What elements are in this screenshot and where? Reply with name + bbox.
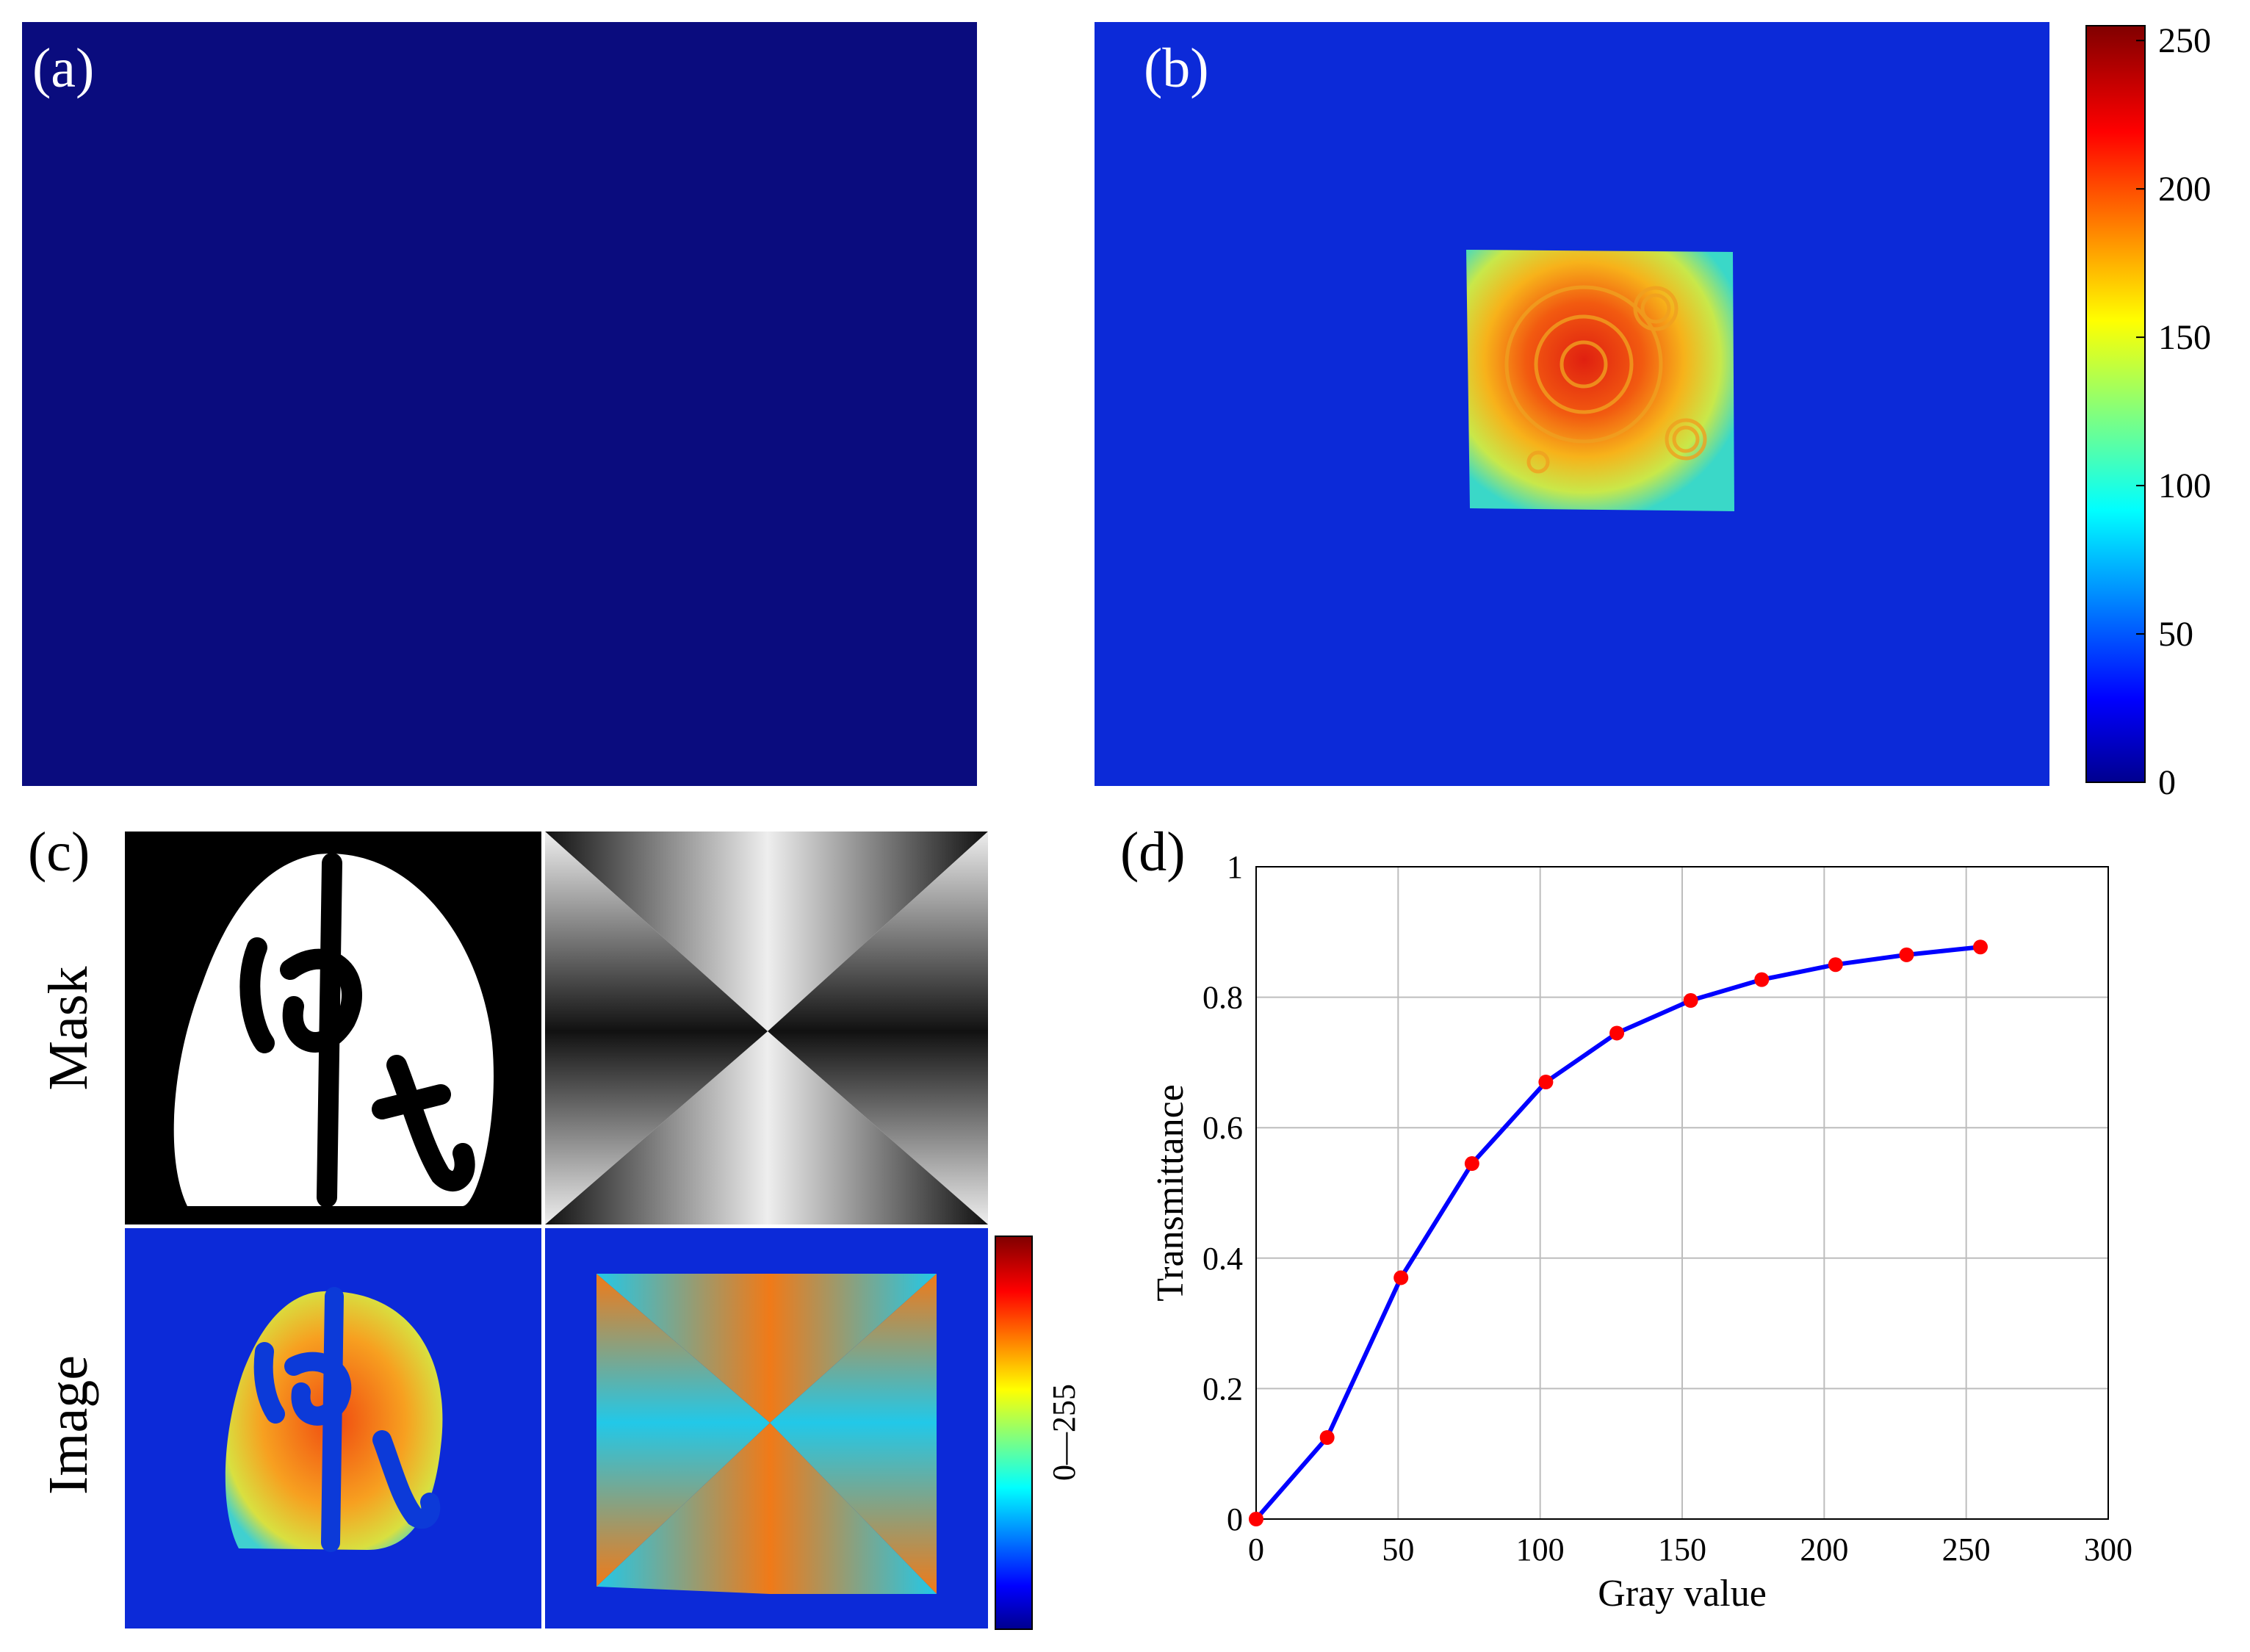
row-label-image: Image [37,1355,99,1495]
x-tick-label: 300 [2084,1532,2132,1568]
colorbar-b-ticks: 0 50 100 150 200 250 [2136,21,2211,802]
panel-a: (a) [22,22,977,786]
panel-b-fringes [1504,285,1707,474]
colorbar-b-tick-label: 50 [2158,615,2193,654]
data-point [1899,947,1914,962]
line-chart: 0 50 100 150 200 250 300 0 0.2 0.4 0.6 0.8 1 Gray val… [1150,849,2132,1615]
data-point [1393,1270,1409,1285]
x-tick-label: 50 [1382,1532,1414,1568]
data-point [1754,972,1770,987]
colorbar-c [995,1236,1033,1630]
data-point [1973,939,1988,955]
y-axis-label: Transmittance [1150,1084,1191,1302]
image-calligraphy-strokes [253,1287,441,1552]
image-radial-pattern [596,1274,937,1594]
mask-radial-pattern [545,832,988,1224]
x-tick-label: 0 [1248,1532,1264,1568]
x-tick-label: 250 [1942,1532,1991,1568]
colorbar-b-tick-label: 250 [2158,21,2211,60]
row-label-mask: Mask [37,967,99,1091]
y-tick-label: 0.8 [1202,980,1243,1016]
data-point [1609,1025,1625,1041]
y-tick-label: 0.6 [1202,1110,1243,1146]
data-point [1319,1430,1335,1445]
panel-b: (b) 0 50 100 150 200 250 [1095,21,2211,802]
colorbar-c-label: 0—255 [1046,1384,1082,1481]
panel-d: (d) 0 50 100 150 200 250 300 0 0.2 0.4 0.6 0.8 1 Gray… [1120,821,2132,1615]
y-tick-label: 0.2 [1202,1371,1243,1407]
plot-frame [1255,866,2109,1520]
colorbar-b-tick-label: 0 [2158,763,2176,802]
colorbar-b-tick-label: 200 [2158,170,2211,209]
data-point [1828,957,1843,973]
data-point [1683,993,1698,1009]
colorbar-b-tick-label: 150 [2158,318,2211,357]
mask-calligraphy-strokes [239,853,475,1208]
colorbar-b [2085,25,2146,783]
x-tick-label: 200 [1800,1532,1848,1568]
y-tick-label: 0.4 [1202,1241,1243,1277]
x-tick-label: 100 [1516,1532,1565,1568]
data-point [1538,1075,1554,1090]
panel-a-image [22,22,977,786]
y-tick-label: 1 [1227,849,1243,885]
x-axis-label: Gray value [1598,1573,1767,1615]
x-tick-label: 150 [1658,1532,1706,1568]
panel-d-label: (d) [1120,821,1186,883]
panel-b-label: (b) [1144,37,1209,99]
y-tick-label: 0 [1227,1501,1243,1537]
panel-a-label: (a) [32,37,94,99]
colorbar-b-tick-label: 100 [2158,466,2211,505]
data-point [1464,1156,1479,1172]
panel-c-label: (c) [28,821,90,883]
panel-c: (c) [28,821,1082,1630]
data-point [1249,1512,1263,1526]
